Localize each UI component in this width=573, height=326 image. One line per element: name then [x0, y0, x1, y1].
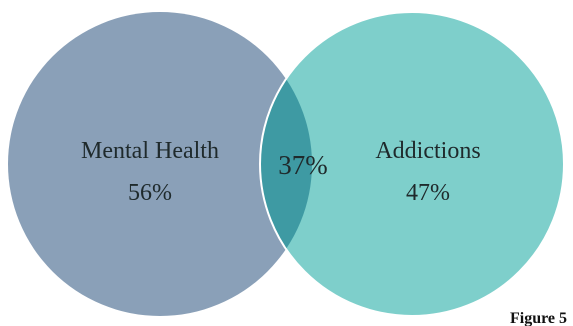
overlap-percent: 37% [278, 150, 328, 180]
addictions-label: Addictions [375, 138, 480, 164]
addictions-circle-outline [259, 11, 565, 317]
mental-health-percent: 56% [128, 180, 172, 206]
addictions-circle [260, 12, 564, 316]
figure-caption: Figure 5 [510, 310, 567, 326]
addictions-percent: 47% [406, 180, 450, 206]
mental-health-label: Mental Health [81, 138, 219, 164]
mental-health-circle [8, 12, 312, 316]
